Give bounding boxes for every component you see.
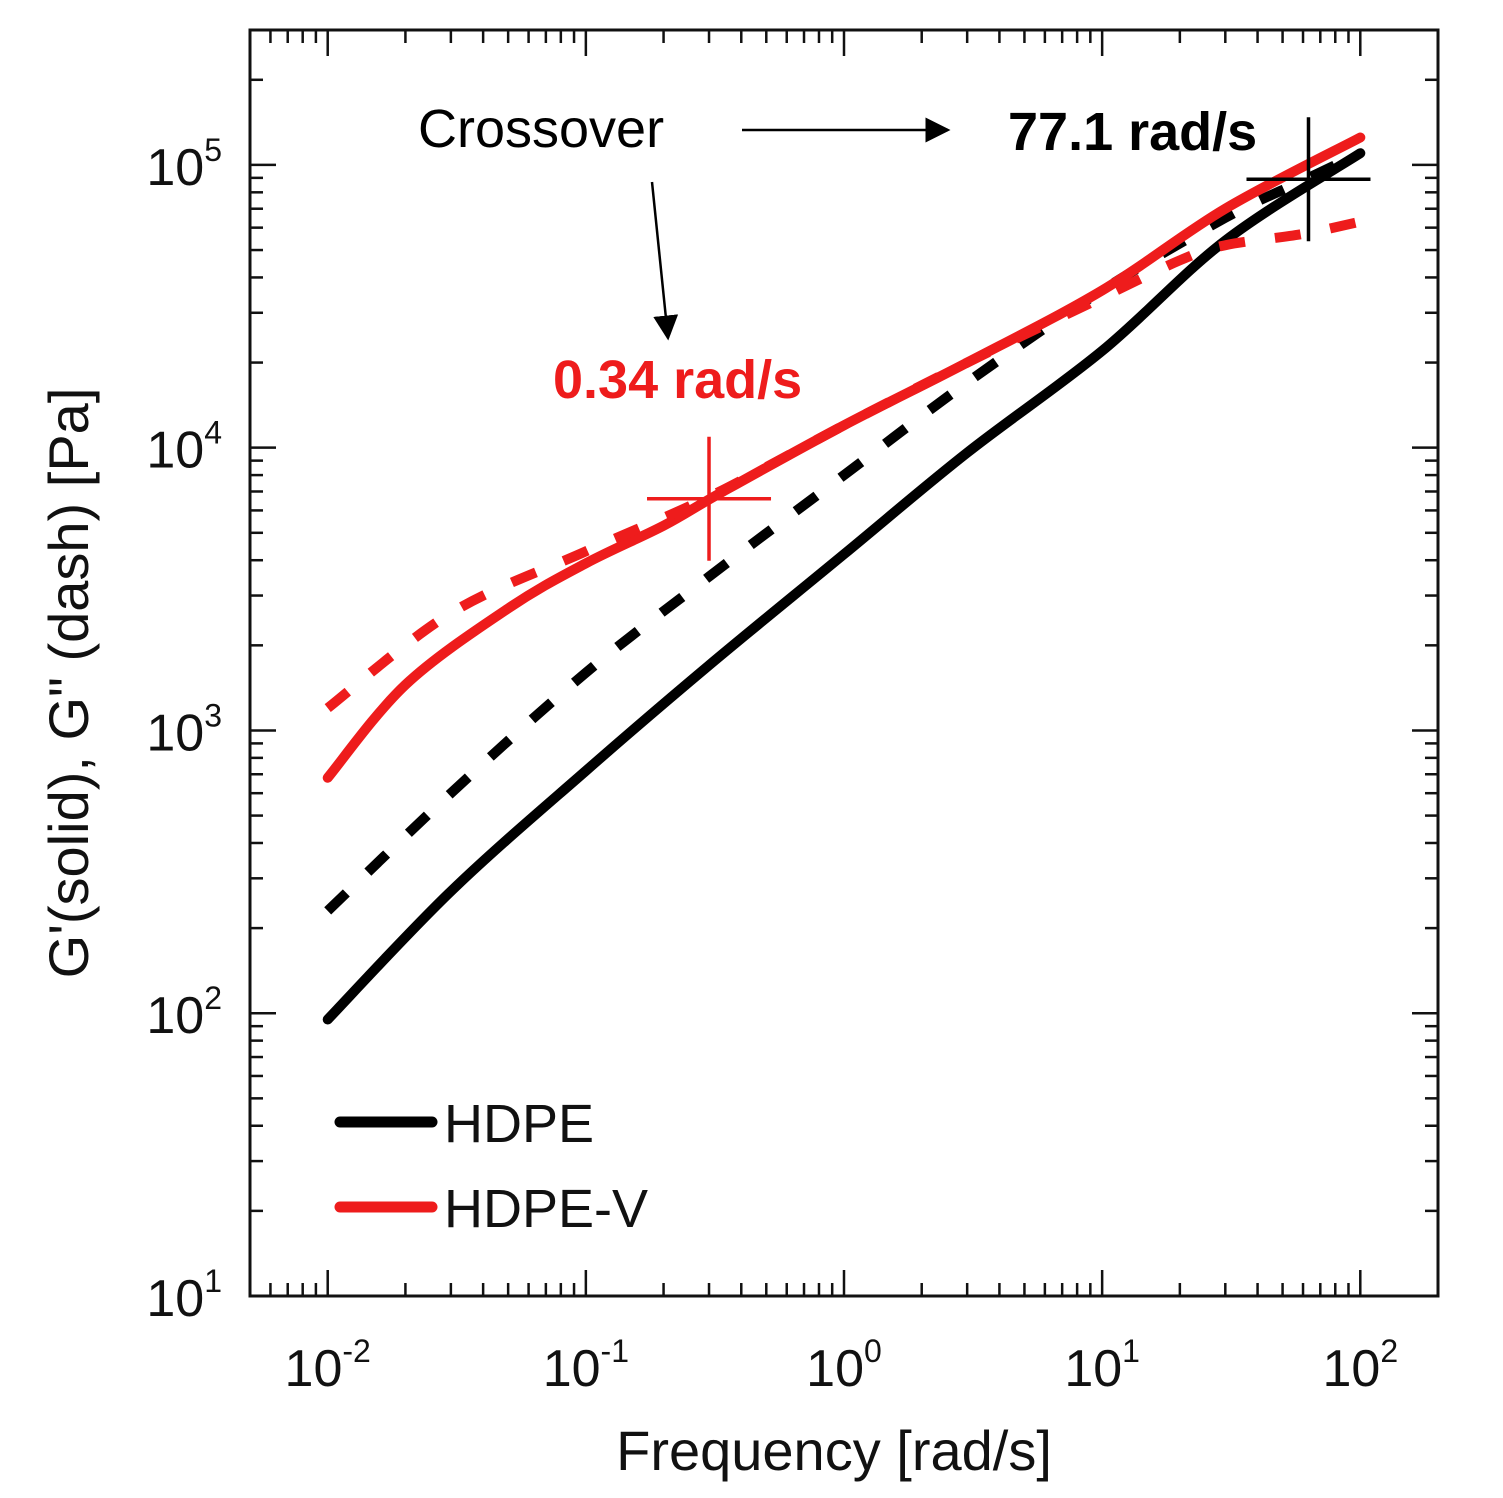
series-layer <box>322 132 1366 1025</box>
y-tick-base: 10 <box>146 1270 204 1328</box>
x-tick-label: 100 <box>806 1333 882 1398</box>
x-axis-title: Frequency [rad/s] <box>616 1419 1052 1482</box>
plot-frame <box>248 28 1440 1298</box>
x-tick-label: 101 <box>1064 1333 1140 1398</box>
crossover-black-value: 77.1 rad/s <box>1008 102 1257 162</box>
x-tick-base: 10 <box>543 1340 601 1398</box>
y-tick-label: 104 <box>146 415 222 480</box>
x-tick-exponent: -1 <box>601 1333 629 1369</box>
series-line-3 <box>322 132 1366 783</box>
y-axis-title: G'(solid), G" (dash) [Pa] <box>37 388 100 979</box>
x-tick-label: 102 <box>1322 1333 1398 1398</box>
y-tick-exponent: 2 <box>204 980 222 1016</box>
y-tick-exponent: 1 <box>204 1263 222 1299</box>
x-tick-exponent: 1 <box>1122 1333 1140 1369</box>
x-tick-label: 10-2 <box>285 1333 371 1398</box>
y-tick-exponent: 3 <box>204 697 222 733</box>
crossover-arrow-down <box>650 181 679 341</box>
y-tick-label: 105 <box>146 132 222 197</box>
series-line-1 <box>322 148 1366 1025</box>
y-tick-exponent: 5 <box>204 132 222 168</box>
x-tick-base: 10 <box>285 1340 343 1398</box>
legend-label: HDPE <box>444 1094 594 1154</box>
x-tick-exponent: -2 <box>342 1333 370 1369</box>
x-tick-base: 10 <box>1064 1340 1122 1398</box>
x-tick-exponent: 2 <box>1380 1333 1398 1369</box>
legend-label: HDPE-V <box>444 1179 648 1239</box>
annotations: Crossover 77.1 rad/s 0.34 rad/s <box>418 99 1371 561</box>
x-tick-label: 10-1 <box>543 1333 629 1398</box>
y-tick-label: 103 <box>146 697 222 762</box>
x-tick-base: 10 <box>806 1340 864 1398</box>
y-tick-base: 10 <box>146 987 204 1045</box>
legend: HDPE HDPE-V <box>334 1094 648 1239</box>
y-tick-base: 10 <box>146 139 204 197</box>
series-line-4 <box>324 216 1362 713</box>
y-tick-base: 10 <box>146 422 204 480</box>
crossover-red-value: 0.34 rad/s <box>553 350 802 410</box>
y-tick-label: 101 <box>146 1263 222 1328</box>
crossover-label: Crossover <box>418 99 664 159</box>
series-line-2 <box>324 148 1363 915</box>
x-tick-base: 10 <box>1322 1340 1380 1398</box>
x-tick-exponent: 0 <box>864 1333 882 1369</box>
y-tick-base: 10 <box>146 704 204 762</box>
labels-layer: 10-2 10-1 100 101 102101102103104105Frequenc… <box>37 132 1398 1482</box>
y-tick-label: 102 <box>146 980 222 1045</box>
y-tick-exponent: 4 <box>204 415 222 451</box>
ticks-layer <box>248 28 1440 1298</box>
